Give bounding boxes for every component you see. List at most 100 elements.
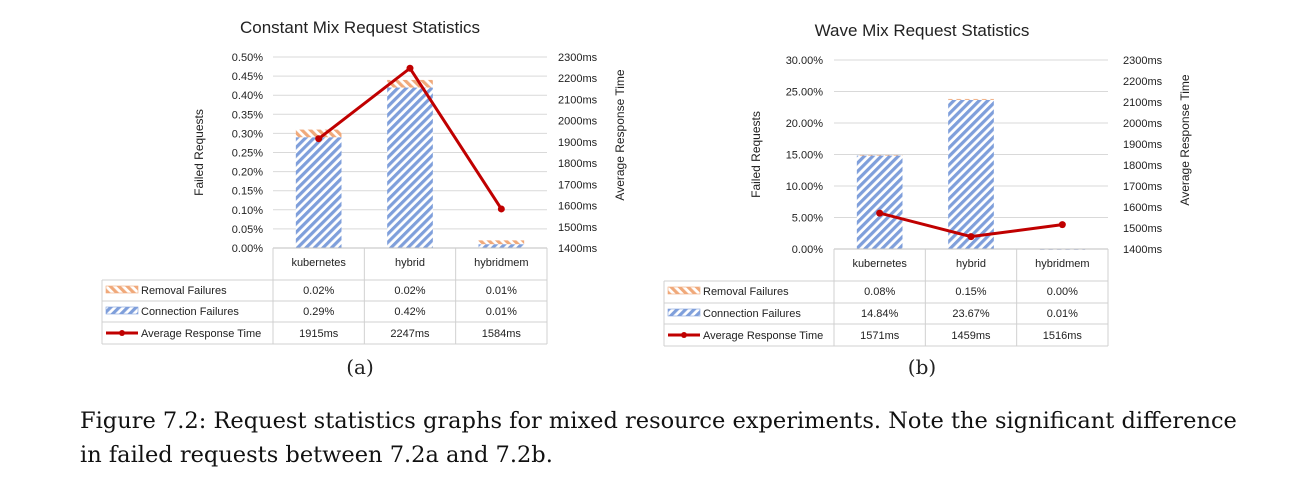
y2-tick-label: 1400ms (558, 243, 598, 255)
y-tick-label: 0.50% (232, 52, 263, 64)
y2-tick-label: 1800ms (1123, 160, 1163, 172)
y2-tick-label: 2300ms (558, 52, 598, 64)
bar-removal-failures (478, 240, 525, 245)
table-cell-value: 23.67% (952, 308, 990, 320)
category-label: kubernetes (852, 258, 907, 270)
table-cell-value: 1915ms (299, 328, 339, 340)
category-label: hybridmem (1035, 258, 1089, 270)
y2-tick-label: 2000ms (558, 116, 598, 128)
chart-title: Constant Mix Request Statistics (240, 18, 480, 37)
table-cell-value: 1516ms (1043, 330, 1083, 342)
y2-tick-label: 2000ms (1123, 118, 1163, 130)
y2-tick-label: 2100ms (558, 94, 598, 106)
figure-caption: Figure 7.2: Request statistics graphs fo… (80, 408, 1237, 468)
y-tick-label: 0.20% (232, 167, 263, 179)
response-time-point (1058, 221, 1066, 229)
bar-connection-failures (478, 244, 525, 248)
bar-connection-failures (295, 137, 342, 248)
y-tick-label: 0.00% (232, 243, 263, 255)
table-cell-value: 0.00% (1047, 286, 1078, 298)
table-cell-value: 0.01% (486, 285, 517, 297)
chart-constant-mix: Constant Mix Request Statistics 0.00% 0.05… (101, 18, 627, 379)
legend-key-response-point (681, 332, 687, 338)
category-label: hybrid (956, 258, 986, 270)
y-tick-label: 0.05% (232, 224, 263, 236)
y-tick-label: 0.10% (232, 205, 263, 217)
table-cell-value: 0.15% (955, 286, 986, 298)
legend-label: Removal Failures (141, 285, 227, 297)
y-tick-label: 15.00% (786, 150, 824, 162)
bar-connection-failures (387, 87, 433, 248)
response-time-point (406, 64, 414, 72)
y-tick-label: 5.00% (792, 213, 823, 225)
figure: Constant Mix Request Statistics 0.00% 0.05… (101, 18, 1192, 379)
table-cell-value: 0.01% (1047, 308, 1078, 320)
category-label: hybridmem (474, 257, 528, 269)
y-tick-label: 30.00% (786, 55, 824, 67)
legend-label: Connection Failures (141, 306, 239, 318)
y2-tick-label: 1600ms (558, 201, 598, 213)
y2-tick-label: 1500ms (558, 222, 598, 234)
response-time-point (967, 233, 975, 241)
y2-tick-label: 1400ms (1123, 244, 1163, 256)
y2-tick-label: 1700ms (1123, 181, 1163, 193)
response-time-point (315, 135, 323, 143)
y2-axis-title: Average Response Time (613, 69, 627, 201)
table-cell-value: 0.08% (864, 286, 895, 298)
y-tick-label: 20.00% (786, 118, 824, 130)
subfigure-label: (a) (346, 355, 374, 379)
table-cell-value: 1584ms (482, 328, 522, 340)
y-tick-label: 0.35% (232, 109, 263, 121)
legend-key-connection (105, 306, 139, 315)
y2-tick-label: 1500ms (1123, 223, 1163, 235)
legend-label: Average Response Time (141, 328, 261, 340)
y2-tick-label: 1900ms (558, 137, 598, 149)
table-cell-value: 1459ms (951, 330, 991, 342)
bar-removal-failures (948, 98, 994, 100)
table-cell-value: 1571ms (860, 330, 900, 342)
table-cell-value: 14.84% (861, 308, 899, 320)
table-cell-value: 0.02% (303, 285, 334, 297)
y2-tick-label: 1800ms (558, 158, 598, 170)
y-tick-label: 0.40% (232, 90, 263, 102)
y-axis-title: Failed Requests (749, 111, 763, 198)
table-cell-value: 0.02% (394, 285, 425, 297)
subfigure-label: (b) (908, 355, 936, 379)
table-cell-value: 0.29% (303, 306, 334, 318)
table-cell-value: 2247ms (390, 328, 430, 340)
y-axis-title: Failed Requests (192, 109, 206, 196)
legend-key-removal (667, 286, 701, 295)
bar-connection-failures (948, 99, 994, 249)
category-label: hybrid (395, 257, 425, 269)
y2-tick-label: 2200ms (558, 73, 598, 85)
y-tick-label: 10.00% (786, 181, 824, 193)
y-tick-label: 0.30% (232, 128, 263, 140)
response-time-point (876, 209, 884, 217)
y-tick-label: 0.00% (792, 244, 823, 256)
legend-key-connection (667, 308, 701, 317)
y2-tick-label: 1900ms (1123, 139, 1163, 151)
legend-label: Connection Failures (703, 308, 801, 320)
legend-label: Removal Failures (703, 286, 789, 298)
chart-wave-mix: Wave Mix Request Statistics 0.00% 5.00% 10.… (663, 21, 1192, 379)
table-cell-value: 0.42% (394, 306, 425, 318)
legend-key-response-point (119, 330, 125, 336)
category-label: kubernetes (291, 257, 346, 269)
chart-title: Wave Mix Request Statistics (815, 21, 1030, 40)
y-tick-label: 0.25% (232, 148, 263, 160)
y-tick-label: 0.15% (232, 186, 263, 198)
y2-tick-label: 1600ms (1123, 202, 1163, 214)
bar-removal-failures (387, 79, 433, 88)
bar-removal-failures (856, 155, 903, 156)
legend-label: Average Response Time (703, 330, 823, 342)
bar-connection-failures (856, 155, 903, 249)
y-tick-label: 25.00% (786, 87, 824, 99)
y2-tick-label: 1700ms (558, 179, 598, 191)
legend-key-removal (105, 285, 139, 294)
y-tick-label: 0.45% (232, 71, 263, 83)
table-cell-value: 0.01% (486, 306, 517, 318)
y2-tick-label: 2300ms (1123, 55, 1163, 67)
bar-removal-failures (295, 129, 342, 138)
response-time-point (497, 205, 505, 213)
y2-tick-label: 2200ms (1123, 76, 1163, 88)
